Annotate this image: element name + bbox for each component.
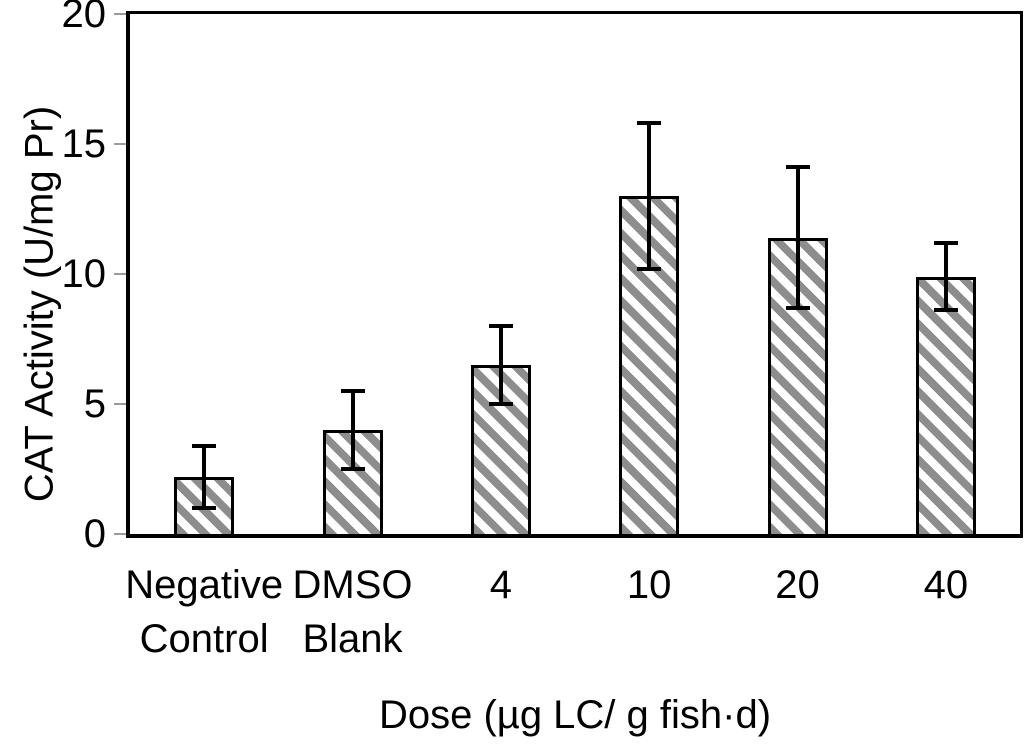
error-bar-whisker: [202, 445, 207, 508]
error-bar-bottom-cap: [785, 305, 810, 310]
x-axis-category-label: 20: [775, 563, 820, 607]
y-axis-tick-label: 0: [83, 512, 106, 556]
error-bar-bottom-cap: [340, 467, 365, 471]
error-bar-bottom-cap: [933, 308, 958, 313]
x-axis-category-label: DMSO Blank: [292, 563, 413, 661]
error-bar-top-cap: [637, 121, 662, 126]
error-bar-bottom-cap: [192, 506, 217, 510]
x-axis-title: Dose (µg LC/ g fish·d): [378, 693, 772, 737]
y-axis-tick-mark: [114, 273, 126, 275]
y-axis-tick-mark: [114, 143, 126, 145]
bar: [915, 276, 976, 534]
error-bar-top-cap: [933, 240, 958, 245]
x-axis-category-label: 4: [489, 563, 512, 607]
y-axis-tick-mark: [114, 533, 126, 535]
error-bar-top-cap: [340, 389, 365, 393]
error-bar-whisker: [647, 123, 652, 269]
y-axis-tick-mark: [114, 403, 126, 405]
error-bar-whisker: [350, 391, 355, 469]
error-bar-whisker: [943, 242, 948, 311]
y-axis-tick-mark: [114, 13, 126, 15]
x-axis-category-label: Negative Control: [125, 563, 284, 661]
plot-area: [126, 11, 1023, 538]
y-axis-tick-label: 15: [61, 122, 107, 166]
error-bar-top-cap: [785, 165, 810, 170]
y-axis-tick-label: 5: [83, 382, 106, 426]
bar: [767, 237, 828, 534]
error-bar-bottom-cap: [637, 266, 662, 271]
error-bar-whisker: [498, 326, 503, 404]
error-bar-top-cap: [192, 443, 217, 448]
y-axis-tick-label: 10: [61, 252, 107, 296]
x-axis-category-label: 40: [923, 563, 969, 607]
error-bar-top-cap: [488, 324, 513, 328]
x-axis-category-label: 10: [626, 563, 672, 607]
error-bar-bottom-cap: [488, 402, 513, 406]
error-bar-whisker: [795, 167, 800, 308]
y-axis-tick-label: 20: [61, 0, 107, 36]
